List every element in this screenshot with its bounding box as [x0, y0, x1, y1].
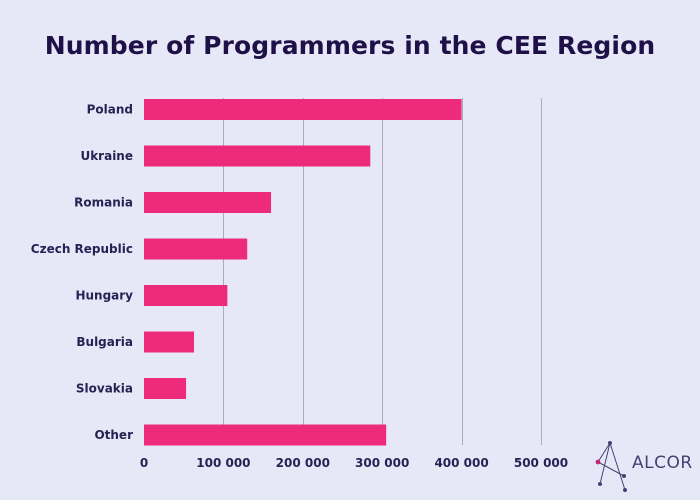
- x-tick-label: 400 000: [434, 456, 488, 470]
- x-tick-label: 200 000: [276, 456, 330, 470]
- x-tick-label: 500 000: [514, 456, 568, 470]
- category-label: Other: [94, 428, 133, 442]
- category-label: Slovakia: [76, 382, 133, 396]
- category-label: Czech Republic: [31, 242, 133, 256]
- bar: [144, 145, 371, 167]
- category-label: Hungary: [75, 289, 133, 303]
- bar: [144, 424, 387, 446]
- x-tick-label: 100 000: [196, 456, 250, 470]
- alcor-logo: ALCOR: [594, 440, 692, 492]
- logo-text: ALCOR: [632, 453, 693, 473]
- category-label: Romania: [74, 196, 133, 210]
- bar: [144, 238, 248, 260]
- alcor-logo-icon: [595, 441, 627, 492]
- bar: [144, 331, 195, 353]
- chart-title: Number of Programmers in the CEE Region: [44, 31, 656, 60]
- x-tick-label: 0: [140, 456, 148, 470]
- bar: [144, 99, 462, 120]
- category-label: Ukraine: [80, 149, 133, 163]
- bar-layer: [144, 99, 462, 446]
- x-tick-label-layer: 0 100 000 200 000 300 000 400 000 500 000: [140, 456, 568, 470]
- bar: [144, 192, 272, 213]
- bar: [144, 285, 228, 306]
- category-label: Bulgaria: [76, 335, 133, 349]
- category-label: Poland: [87, 103, 133, 117]
- bar: [144, 378, 187, 399]
- x-tick-label: 300 000: [355, 456, 409, 470]
- category-label-layer: Poland Ukraine Romania Czech Republic Hungar…: [31, 103, 133, 443]
